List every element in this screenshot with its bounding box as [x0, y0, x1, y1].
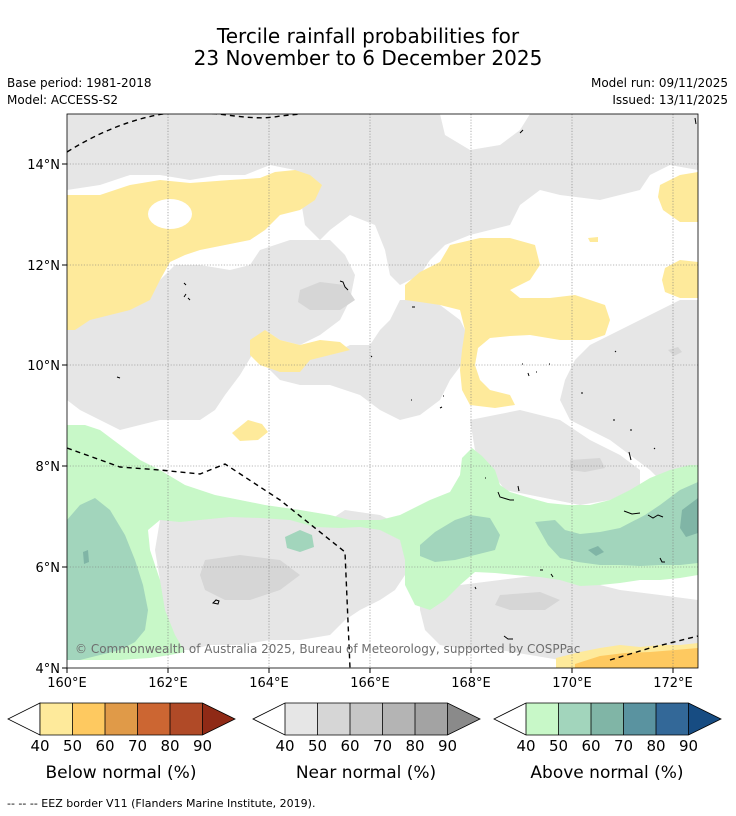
legend-swatch [526, 703, 559, 735]
near-normal-darker-patches [200, 282, 682, 610]
legend-swatch [623, 703, 656, 735]
legend-tick: 40 [30, 737, 49, 755]
legend-swatch [7, 702, 41, 736]
latitude-labels: 14°N 12°N 10°N 8°N 6°N 4°N [27, 158, 60, 677]
legend-swatch [40, 703, 73, 735]
legend-tick: 40 [516, 737, 535, 755]
axis-ticks [62, 163, 674, 673]
legend-swatch [688, 703, 721, 735]
legend-swatch [105, 703, 138, 735]
lon-label: 160°E [47, 676, 87, 691]
lat-label: 12°N [27, 259, 60, 274]
below-normal-60 [575, 648, 698, 668]
legend-tick: 80 [160, 737, 179, 755]
eez-footnote: -- -- -- EEZ border V11 (Flanders Marine… [7, 797, 315, 810]
legend-swatch [170, 703, 203, 735]
legend-tick: 80 [405, 737, 424, 755]
legend-swatch [202, 703, 235, 735]
lat-label: 6°N [36, 561, 61, 576]
legend-tick: 50 [63, 737, 82, 755]
legend-tick: 50 [308, 737, 327, 755]
lat-label: 14°N [27, 158, 60, 173]
legend-swatch [285, 703, 318, 735]
eez-borders [67, 114, 698, 668]
legend-swatch [656, 703, 689, 735]
legend-label: Below normal (%) [46, 763, 197, 783]
legend-tick: 70 [128, 737, 147, 755]
lat-label: 8°N [36, 460, 61, 475]
issued-date: Issued: 13/11/2025 [612, 93, 728, 107]
legend-swatch [382, 703, 415, 735]
legend-swatch [350, 703, 383, 735]
legend-tick: 60 [581, 737, 600, 755]
model-name: Model: ACCESS-S2 [7, 93, 119, 107]
lon-label: 164°E [249, 676, 289, 691]
lon-label: 170°E [552, 676, 592, 691]
above-normal-60 [67, 482, 698, 660]
legend-swatch [447, 703, 480, 735]
legend-below-normal: 40 50 60 70 80 90 Below normal (%) [7, 702, 236, 783]
lat-label: 10°N [27, 359, 60, 374]
legend-swatch [253, 703, 285, 735]
legend-tick: 50 [549, 737, 568, 755]
model-run: Model run: 09/11/2025 [590, 76, 728, 90]
legend-swatch [558, 703, 591, 735]
legend-tick: 90 [193, 737, 212, 755]
legend-swatch [72, 703, 105, 735]
legend-tick: 40 [275, 737, 294, 755]
above-normal-70 [83, 498, 698, 564]
legend-label: Above normal (%) [530, 763, 683, 783]
legend-swatch [137, 703, 170, 735]
legend-near-normal: 40 50 60 70 80 90 Near normal (%) [252, 702, 481, 783]
lat-label: 4°N [36, 662, 61, 677]
legend-tick: 70 [373, 737, 392, 755]
legend-tick: 60 [95, 737, 114, 755]
title-line-2: 23 November to 6 December 2025 [193, 46, 543, 70]
map-frame [66, 113, 699, 669]
longitude-labels: 160°E 162°E 164°E 166°E 168°E 170°E 172°… [47, 676, 693, 691]
base-period: Base period: 1981-2018 [7, 76, 152, 90]
legend-tick: 60 [340, 737, 359, 755]
legend-tick: 90 [438, 737, 457, 755]
lon-label: 162°E [148, 676, 188, 691]
lon-label: 168°E [451, 676, 491, 691]
legend-swatch [591, 703, 624, 735]
legend-tick: 70 [614, 737, 633, 755]
legend-label: Near normal (%) [296, 763, 436, 783]
legend-tick: 80 [646, 737, 665, 755]
legend-swatch [317, 703, 350, 735]
copyright-notice: © Commonwealth of Australia 2025, Bureau… [75, 642, 580, 656]
lon-label: 172°E [653, 676, 693, 691]
lon-label: 166°E [350, 676, 390, 691]
legend-tick: 90 [679, 737, 698, 755]
island-outlines [116, 117, 697, 640]
map-panel[interactable]: 14°N 12°N 10°N 8°N 6°N 4°N 160°E 162°E 1… [27, 112, 699, 691]
legend-above-normal: 40 50 60 70 80 90 Above normal (%) [493, 702, 722, 783]
title-line-1: Tercile rainfall probabilities for [216, 24, 520, 48]
legend-swatch [415, 703, 448, 735]
legend-swatch [494, 703, 526, 735]
